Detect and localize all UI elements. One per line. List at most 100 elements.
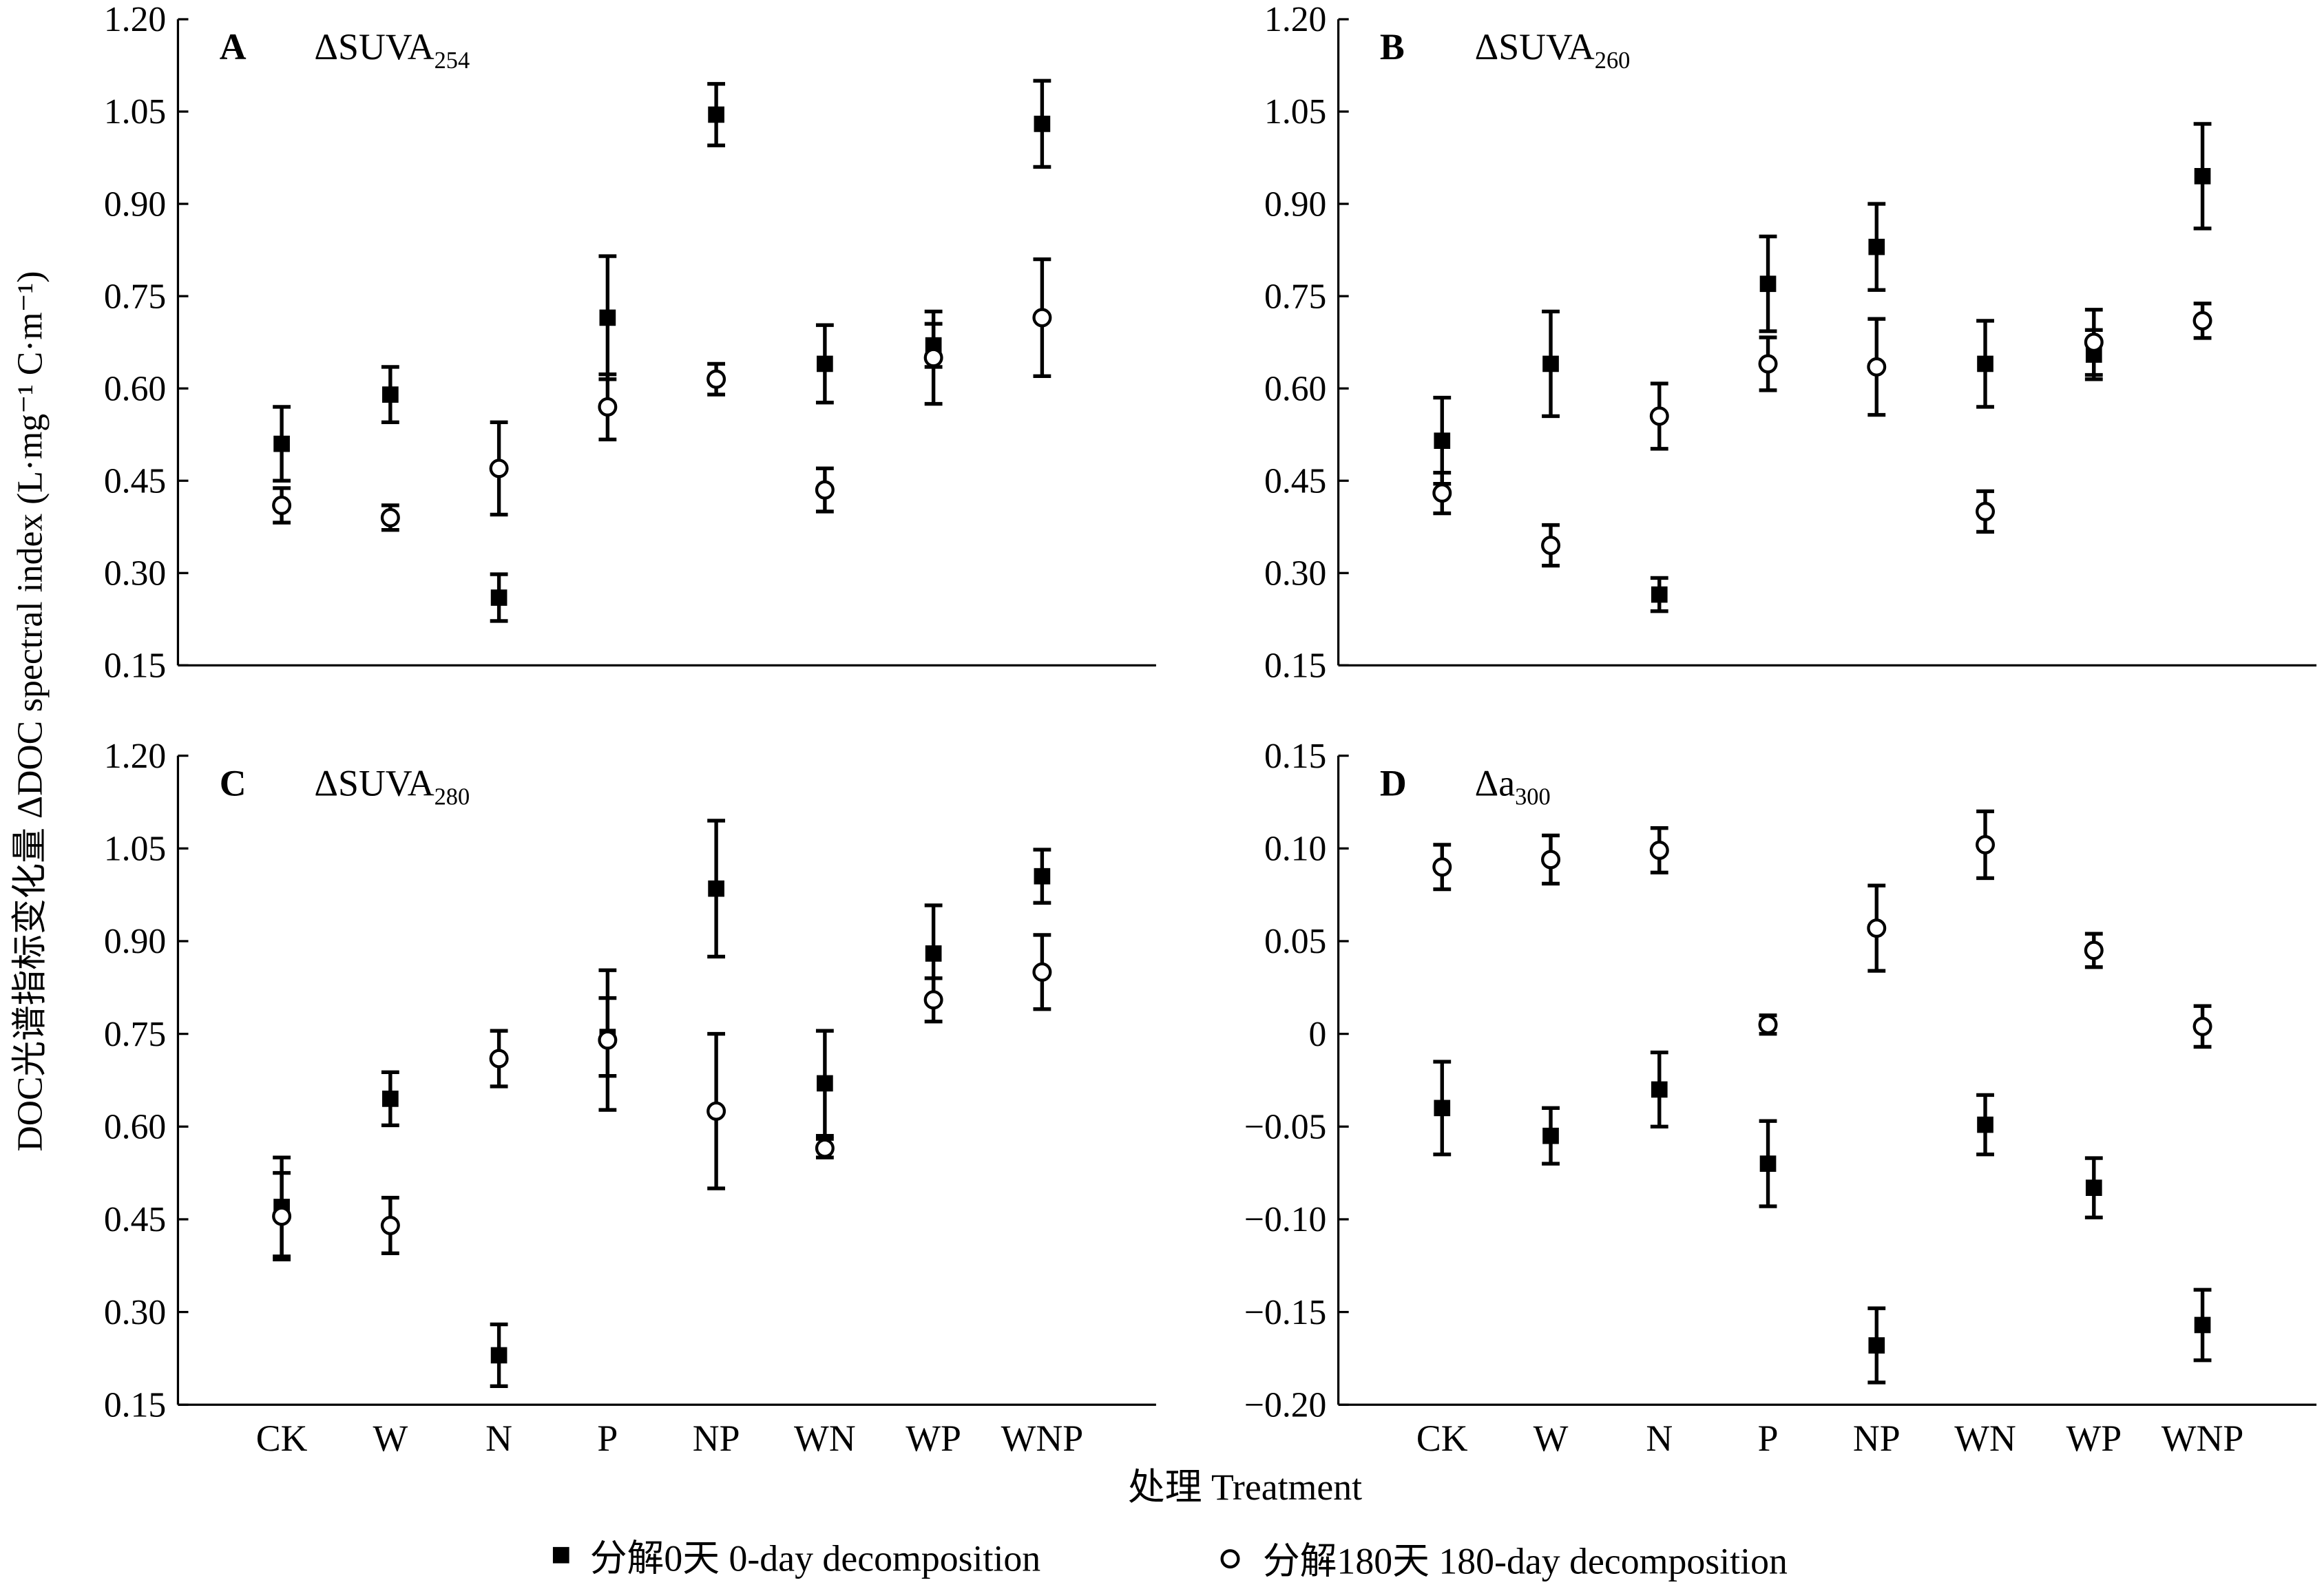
legend-label-180-day: 分解180天 180-day decomposition <box>1263 1541 1788 1582</box>
y-tick-label: 0.05 <box>1264 922 1326 961</box>
marker-filled-square <box>1651 586 1668 603</box>
data-point-180-day-WP <box>2084 932 2104 969</box>
data-point-0-day-CK <box>1433 395 1452 486</box>
marker-filled-square <box>1977 355 1993 372</box>
marker-filled-square <box>1759 275 1777 293</box>
marker-filled-square <box>708 880 724 897</box>
y-tick-label: 0.90 <box>104 922 166 961</box>
marker-open-circle <box>2084 333 2104 353</box>
marker-open-circle <box>1867 918 1887 938</box>
marker-filled-square <box>490 1347 507 1364</box>
marker-filled-square <box>382 386 399 403</box>
panel-title: Δa300 <box>1475 763 1551 810</box>
panel-D: −0.20 −0.15 −0.10 −0.05 0 0.05 0.10 0.15 D Δa300 C… <box>1244 737 2317 1459</box>
y-tick-label: 1.05 <box>1264 92 1326 132</box>
data-point-0-day-WNP <box>1033 848 1051 905</box>
data-point-0-day-WN <box>1976 1093 1994 1157</box>
data-point-0-day-CK <box>1433 1060 1452 1157</box>
data-point-180-day-WP <box>2084 308 2104 377</box>
data-point-180-day-P <box>598 372 618 442</box>
y-tick-label: 0.15 <box>1264 647 1326 686</box>
x-tick-label: WP <box>2066 1418 2122 1459</box>
data-point-180-day-W <box>380 1195 400 1256</box>
marker-open-circle <box>1758 1015 1778 1035</box>
marker-open-circle <box>1976 834 1996 854</box>
data-point-180-day-WN <box>815 466 835 514</box>
data-point-0-day-WP <box>2084 1156 2103 1219</box>
marker-open-circle <box>1649 406 1669 426</box>
panel-letter: B <box>1380 26 1405 67</box>
data-point-180-day-WNP <box>2192 1004 2212 1049</box>
data-point-180-day-N <box>489 420 509 517</box>
data-point-180-day-NP <box>1867 883 1887 973</box>
x-tick-label: W <box>1533 1418 1569 1459</box>
marker-open-circle <box>598 1030 618 1050</box>
y-tick-label: 0.90 <box>104 185 166 224</box>
marker-filled-square <box>2194 168 2211 185</box>
marker-open-circle <box>815 480 835 500</box>
marker-filled-square <box>2085 1179 2102 1196</box>
y-tick-label: −0.10 <box>1244 1200 1327 1239</box>
marker-filled-square <box>1034 868 1051 885</box>
marker-filled-square <box>1868 238 1885 255</box>
y-tick-label: 0.45 <box>104 461 166 501</box>
panel-title: ΔSUVA260 <box>1475 26 1631 74</box>
y-tick-label: −0.15 <box>1244 1293 1327 1332</box>
marker-open-circle <box>706 1101 726 1121</box>
data-point-180-day-CK <box>1432 470 1452 516</box>
legend: 分解0天 0-day decomposition 分解180天 180-day … <box>552 1537 1788 1582</box>
data-point-180-day-W <box>1541 523 1561 568</box>
panel-title: ΔSUVA280 <box>314 763 470 810</box>
data-point-180-day-CK <box>1432 843 1452 892</box>
marker-open-circle <box>2192 1016 2212 1036</box>
y-tick-label: 1.05 <box>104 92 166 132</box>
y-tick-label: 1.20 <box>104 737 166 776</box>
marker-open-circle <box>1432 857 1452 877</box>
marker-filled-square <box>1542 1127 1559 1144</box>
x-tick-label: WNP <box>1001 1418 1084 1459</box>
y-tick-label: 0.45 <box>1264 461 1326 501</box>
data-point-0-day-WNP <box>2193 122 2212 231</box>
data-point-0-day-WN <box>815 323 834 405</box>
data-point-180-day-N <box>1649 381 1669 451</box>
marker-filled-square <box>1651 1081 1668 1098</box>
data-point-0-day-WNP <box>1033 78 1051 169</box>
panel-A: 0.15 0.30 0.45 0.60 0.75 0.90 1.05 1.20 A ΔSUVA25… <box>104 0 1156 686</box>
data-point-180-day-NP <box>706 1031 726 1190</box>
marker-filled-square <box>2194 1316 2211 1334</box>
data-point-0-day-N <box>1650 576 1668 613</box>
legend-marker-open-circle <box>1220 1549 1240 1569</box>
marker-filled-square <box>382 1091 399 1107</box>
x-tick-label: N <box>485 1418 512 1459</box>
y-tick-label: 0.75 <box>1264 277 1326 316</box>
marker-filled-square <box>273 435 290 452</box>
data-point-0-day-N <box>1650 1050 1668 1128</box>
marker-open-circle <box>815 1138 835 1158</box>
y-tick-label: 0.30 <box>104 554 166 593</box>
x-tick-label: P <box>1758 1418 1779 1459</box>
panel-title-subscript: 300 <box>1515 784 1551 810</box>
data-point-180-day-WNP <box>1032 257 1052 378</box>
marker-open-circle <box>1758 354 1778 374</box>
y-tick-label: 0.75 <box>104 1015 166 1054</box>
y-tick-label: −0.05 <box>1244 1108 1327 1147</box>
marker-open-circle <box>1032 308 1052 328</box>
marker-open-circle <box>598 397 618 417</box>
y-axis-label: DOC光谱指标变化量 ΔDOC spectral index (L·mg⁻¹ C… <box>10 271 50 1152</box>
marker-open-circle <box>380 507 400 527</box>
marker-open-circle <box>923 348 943 368</box>
data-point-0-day-N <box>490 572 508 623</box>
data-point-180-day-N <box>489 1029 509 1089</box>
x-tick-label: P <box>597 1418 618 1459</box>
x-tick-label: NP <box>1853 1418 1901 1459</box>
marker-filled-square <box>1759 1155 1777 1172</box>
marker-filled-square <box>490 589 507 606</box>
data-point-0-day-WN <box>815 1029 834 1138</box>
data-point-0-day-CK <box>273 405 291 483</box>
marker-open-circle <box>2192 311 2212 330</box>
x-tick-label: NP <box>693 1418 740 1459</box>
y-tick-label: 0.15 <box>104 647 166 686</box>
data-point-180-day-WP <box>923 309 943 406</box>
panel-letter: A <box>220 26 247 67</box>
panel-B: 0.15 0.30 0.45 0.60 0.75 0.90 1.05 1.20 B ΔSUVA26… <box>1264 0 2317 686</box>
